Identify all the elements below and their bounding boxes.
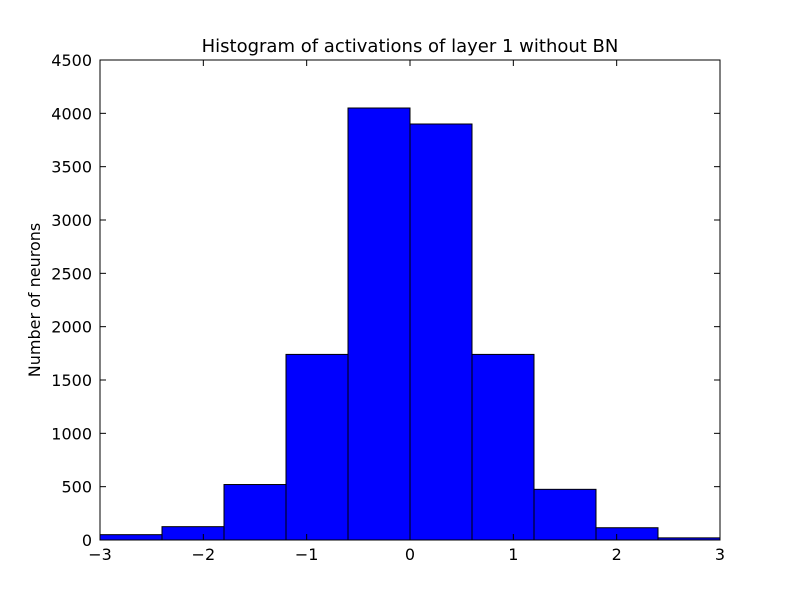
x-tick-label: −1 xyxy=(295,545,319,564)
x-tick-label: 2 xyxy=(612,545,622,564)
y-tick-label: 2500 xyxy=(51,264,92,283)
histogram-bar xyxy=(161,526,225,541)
histogram-bar xyxy=(347,107,411,541)
tick-labels-group: −3 −2 −1 0 1 2 3 0 500 1000 1500 2000 2500 3000 3500 40… xyxy=(51,51,725,564)
y-tick-label: 2000 xyxy=(51,318,92,337)
histogram-bar xyxy=(99,534,163,541)
histogram-bar xyxy=(533,488,597,541)
bars-group xyxy=(99,107,721,541)
x-tick-label: −3 xyxy=(88,545,112,564)
x-tick-label: −2 xyxy=(192,545,216,564)
y-tick-label: 3500 xyxy=(51,158,92,177)
y-tick-label: 1000 xyxy=(51,424,92,443)
chart-title: Histogram of activations of layer 1 with… xyxy=(202,36,619,57)
x-tick-label: 3 xyxy=(715,545,725,564)
histogram-bar xyxy=(223,484,287,541)
plot-frame xyxy=(99,59,721,541)
x-tick-label: 1 xyxy=(508,545,518,564)
histogram-bar xyxy=(471,353,535,541)
histogram-bar xyxy=(285,353,349,541)
histogram-bar xyxy=(595,527,659,541)
y-tick-label: 4500 xyxy=(51,51,92,70)
y-axis-label: Number of neurons xyxy=(25,223,44,377)
y-tick-label: 0 xyxy=(82,531,92,550)
histogram-bar xyxy=(409,123,473,541)
y-tick-label: 500 xyxy=(61,478,92,497)
y-tick-label: 1500 xyxy=(51,371,92,390)
y-tick-label: 3000 xyxy=(51,211,92,230)
x-tick-label: 0 xyxy=(405,545,415,564)
y-tick-label: 4000 xyxy=(51,104,92,123)
